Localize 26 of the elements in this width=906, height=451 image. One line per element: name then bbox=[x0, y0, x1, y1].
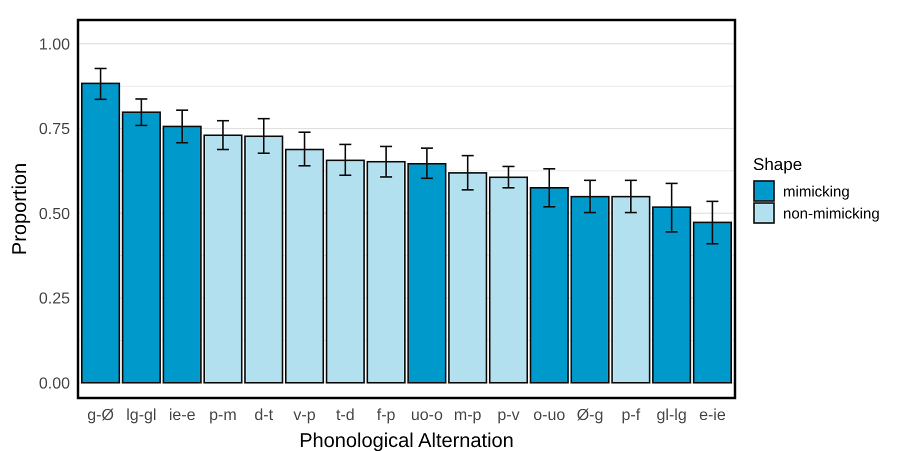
x-tick-label: f-p bbox=[376, 407, 396, 424]
x-tick-label: d-t bbox=[254, 407, 274, 424]
y-axis-title: Proportion bbox=[9, 162, 31, 256]
y-tick-label: 0.25 bbox=[38, 290, 70, 308]
y-tick-label: 0.75 bbox=[38, 121, 70, 138]
x-tick-label: uo-o bbox=[410, 407, 444, 424]
y-tick-label: 0.00 bbox=[38, 375, 70, 392]
x-tick-label: g-Ø bbox=[87, 407, 114, 424]
x-axis-title: Phonological Alternation bbox=[299, 430, 514, 451]
x-tick-label: t-d bbox=[336, 407, 355, 424]
legend-label: mimicking bbox=[783, 183, 850, 200]
x-tick-label: Ø-g bbox=[576, 407, 604, 424]
x-tick-label: ie-e bbox=[168, 407, 196, 424]
x-tick-label: m-p bbox=[454, 407, 482, 424]
x-tick-label: p-f bbox=[622, 407, 641, 424]
x-tick-label: o-uo bbox=[533, 407, 566, 424]
x-tick-label: lg-gl bbox=[126, 407, 156, 424]
x-tick-label: p-v bbox=[497, 407, 520, 424]
x-tick-label: p-m bbox=[209, 407, 237, 424]
x-tick-label: e-ie bbox=[699, 407, 726, 424]
legend-label: non-mimicking bbox=[783, 205, 880, 222]
x-tick-label: gl-lg bbox=[656, 407, 687, 424]
y-tick-label: 0.50 bbox=[38, 206, 70, 223]
legend-title: Shape bbox=[753, 155, 802, 174]
y-tick-label: 1.00 bbox=[38, 36, 70, 54]
x-tick-label: v-p bbox=[293, 407, 316, 424]
